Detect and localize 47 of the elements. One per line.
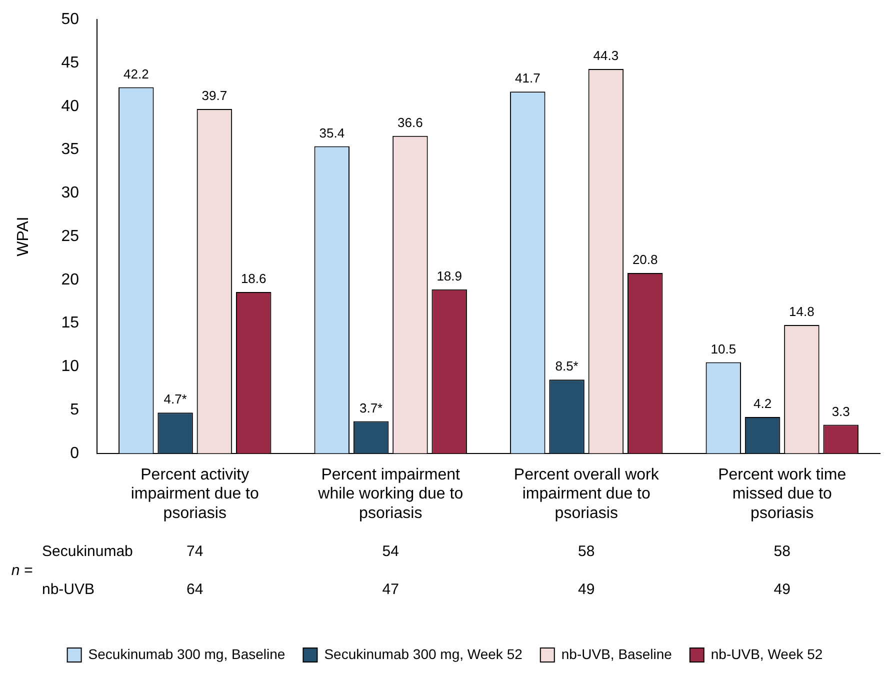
- y-tick-label: 50: [61, 11, 80, 28]
- legend-label: Secukinumab 300 mg, Week 52: [324, 646, 523, 662]
- y-tick-label: 40: [61, 98, 80, 115]
- data-label: 20.8: [632, 252, 658, 268]
- data-label: 8.5*: [555, 358, 578, 374]
- text: nb-UVB: [42, 581, 95, 598]
- text: 58: [774, 543, 790, 560]
- y-axis-title: WPAI: [15, 216, 32, 256]
- data-label: 35.4: [319, 125, 345, 140]
- y-tick-label: 15: [61, 314, 80, 332]
- x-tick-label: Percent work time missed due to psoriasis: [718, 466, 846, 522]
- data-label: 42.2: [123, 66, 149, 82]
- legend-label: Secukinumab 300 mg, Baseline: [88, 646, 286, 662]
- data-label: 4.7*: [164, 392, 187, 407]
- text: 58: [578, 543, 595, 560]
- text: 64: [186, 581, 204, 598]
- x-tick-label: Percent overall work impairment due to psoriasis: [514, 466, 660, 522]
- data-label: 39.7: [202, 88, 228, 104]
- text: n =: [11, 562, 33, 580]
- text: 49: [774, 581, 790, 598]
- y-tick-label: 10: [61, 358, 80, 376]
- legend-label: nb-UVB, Week 52: [710, 646, 823, 662]
- text: 54: [382, 543, 399, 560]
- data-label: 3.7*: [359, 400, 383, 416]
- legend-label: nb-UVB, Baseline: [561, 646, 672, 662]
- text: 49: [578, 581, 595, 598]
- x-tick-label: Percent activity impairment due to psoriasis: [130, 466, 260, 522]
- data-label: 18.6: [240, 271, 266, 286]
- x-tick-label: Percent impairment while working due to psoriasis: [317, 466, 464, 522]
- data-label: 41.7: [514, 70, 540, 86]
- data-label: 4.2: [754, 396, 772, 412]
- y-tick-label: 0: [70, 444, 80, 462]
- y-tick-label: 30: [61, 184, 80, 202]
- y-tick-label: 5: [70, 401, 80, 418]
- data-label: 36.6: [398, 114, 423, 130]
- data-label: 14.8: [789, 304, 814, 320]
- y-tick-label: 20: [61, 271, 80, 288]
- y-tick-label: 35: [61, 141, 80, 158]
- data-label: 10.5: [710, 341, 736, 356]
- text: Secukinumab: [42, 543, 133, 560]
- data-label: 18.9: [436, 268, 462, 284]
- y-tick-label: 45: [61, 54, 80, 72]
- text: 47: [382, 581, 399, 598]
- y-tick-label: 25: [61, 228, 80, 245]
- data-label: 44.3: [593, 48, 619, 64]
- text: 74: [186, 543, 204, 560]
- data-label: 3.3: [832, 404, 850, 419]
